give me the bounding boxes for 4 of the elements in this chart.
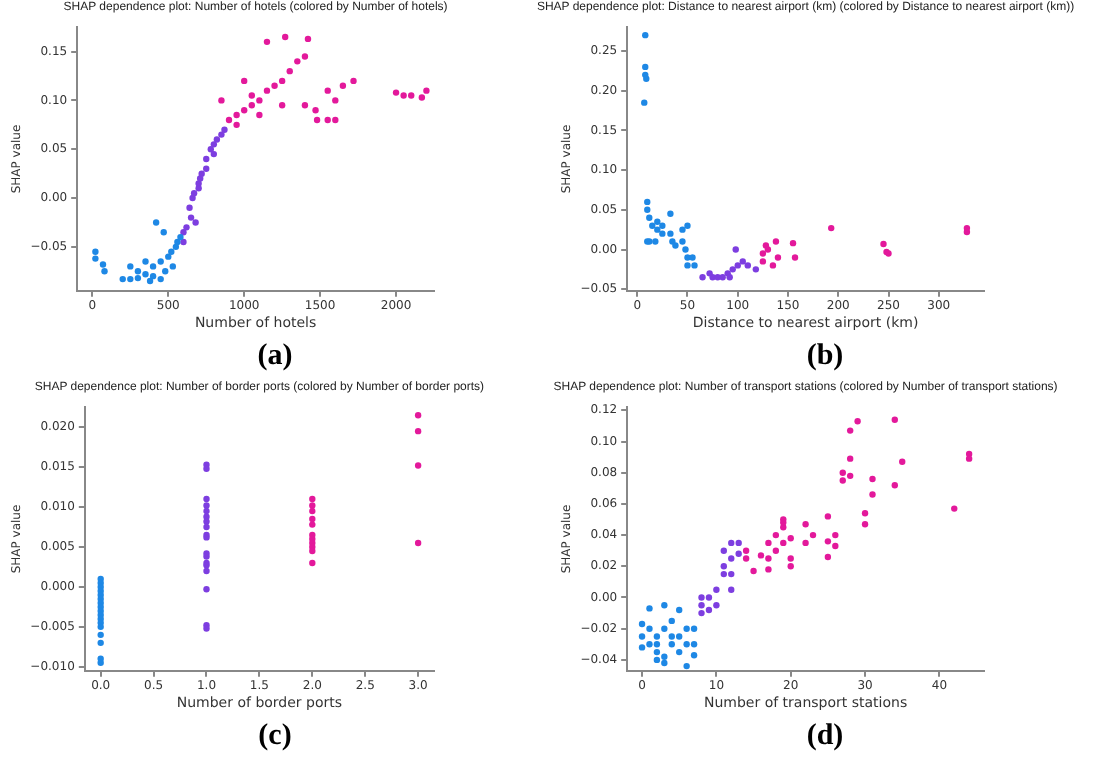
text: (b) [804, 340, 846, 374]
text: (c) [256, 720, 294, 754]
text: (d) [804, 720, 846, 754]
text: (a) [255, 340, 295, 374]
